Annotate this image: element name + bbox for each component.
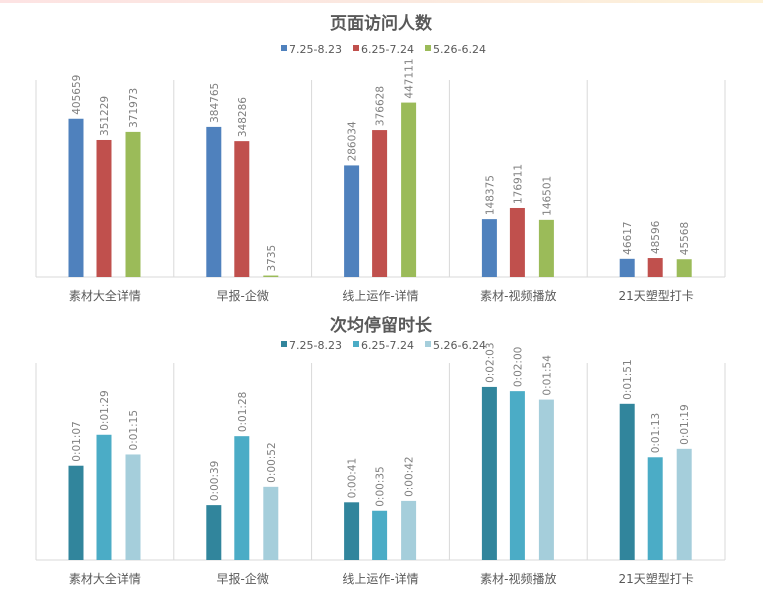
data-label: 371973 xyxy=(128,88,140,128)
data-label: 0:01:51 xyxy=(622,359,634,399)
bar xyxy=(619,403,635,560)
legend-label: 7.25-8.23 xyxy=(289,339,342,352)
data-label: 376628 xyxy=(375,86,387,126)
bar xyxy=(263,486,279,560)
legend-swatch xyxy=(425,341,431,347)
bar xyxy=(538,399,554,560)
data-label: 447111 xyxy=(404,58,416,98)
bar xyxy=(481,219,497,277)
data-label: 0:01:28 xyxy=(237,392,249,432)
bar xyxy=(234,436,250,560)
bar xyxy=(96,434,112,560)
bar xyxy=(344,165,360,277)
legend-swatch xyxy=(353,341,359,347)
bar xyxy=(372,130,388,277)
data-label: 405659 xyxy=(71,75,83,115)
bar xyxy=(676,448,692,560)
data-label: 146501 xyxy=(541,176,553,216)
data-label: 348286 xyxy=(237,97,249,137)
chart-title: 次均停留时长 xyxy=(330,315,433,336)
legend-label: 5.26-6.24 xyxy=(433,43,486,56)
bar xyxy=(344,502,360,560)
category-label: 素材大全详情 xyxy=(69,288,141,303)
data-label: 0:01:29 xyxy=(99,390,111,430)
data-label: 3735 xyxy=(266,245,278,272)
data-label: 384765 xyxy=(209,83,221,123)
bar xyxy=(234,141,250,277)
bar xyxy=(647,258,663,277)
bar xyxy=(263,275,279,277)
bar xyxy=(509,391,525,560)
bar xyxy=(401,102,417,277)
category-label: 素材大全详情 xyxy=(69,571,141,586)
bar xyxy=(96,139,112,277)
bar xyxy=(68,118,84,277)
data-label: 45568 xyxy=(679,222,691,255)
category-label: 素材-视频播放 xyxy=(480,288,556,303)
data-label: 0:01:15 xyxy=(128,410,140,450)
bar xyxy=(538,219,554,277)
data-label: 286034 xyxy=(347,121,359,161)
legend-label: 7.25-8.23 xyxy=(289,43,342,56)
data-label: 176911 xyxy=(512,164,524,204)
bar xyxy=(125,131,141,277)
legend-swatch xyxy=(425,45,431,51)
bar xyxy=(206,505,222,560)
legend-swatch xyxy=(281,341,287,347)
bar xyxy=(509,207,525,277)
legend-swatch xyxy=(281,45,287,51)
data-label: 0:00:39 xyxy=(209,461,221,501)
bar xyxy=(125,454,141,560)
category-label: 21天塑型打卡 xyxy=(618,571,693,586)
category-label: 21天塑型打卡 xyxy=(618,288,693,303)
category-label: 线上运作-详情 xyxy=(342,571,418,586)
bar xyxy=(68,465,84,560)
legend-label: 5.26-6.24 xyxy=(433,339,486,352)
data-label: 148375 xyxy=(484,175,496,215)
data-label: 0:01:07 xyxy=(71,421,83,461)
bar xyxy=(372,510,388,560)
data-label: 0:02:03 xyxy=(484,342,496,382)
bar xyxy=(619,258,635,277)
legend-label: 6.25-7.24 xyxy=(361,43,414,56)
chart-title: 页面访问人数 xyxy=(330,13,433,34)
data-label: 351229 xyxy=(99,96,111,136)
top-decoration-strip xyxy=(0,0,763,3)
bar xyxy=(206,126,222,277)
bar xyxy=(647,457,663,560)
category-label: 素材-视频播放 xyxy=(480,571,556,586)
bar xyxy=(401,500,417,560)
bar xyxy=(481,386,497,560)
data-label: 0:00:35 xyxy=(375,466,387,506)
data-label: 0:00:42 xyxy=(404,456,416,496)
data-label: 0:01:13 xyxy=(650,413,662,453)
category-label: 早报-企微 xyxy=(217,571,269,586)
chart-2: 次均停留时长 7.25-8.23 6.25-7.24 5.26-6.24 素材大全详情 0… xyxy=(35,315,726,586)
data-label: 0:02:00 xyxy=(512,347,524,387)
data-label: 48596 xyxy=(650,220,662,254)
category-label: 线上运作-详情 xyxy=(342,288,418,303)
legend-swatch xyxy=(353,45,359,51)
data-label: 0:01:19 xyxy=(679,404,691,444)
data-label: 0:00:52 xyxy=(266,442,278,482)
data-label: 0:01:54 xyxy=(541,355,553,396)
bar xyxy=(676,259,692,277)
data-label: 0:00:41 xyxy=(347,458,359,498)
category-label: 早报-企微 xyxy=(217,288,269,303)
data-label: 46617 xyxy=(622,221,634,254)
chart-1: 页面访问人数 7.25-8.23 6.25-7.24 5.26-6.24 素材大全详情 4… xyxy=(35,13,726,303)
legend-label: 6.25-7.24 xyxy=(361,339,414,352)
